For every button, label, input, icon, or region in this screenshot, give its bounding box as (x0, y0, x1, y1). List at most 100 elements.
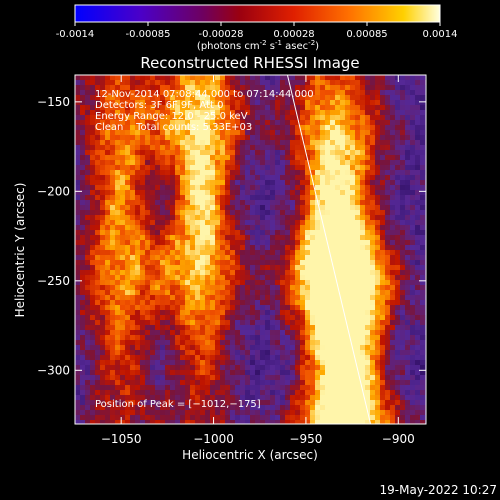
heatmap-cell (210, 170, 215, 175)
heatmap-cell (155, 350, 160, 355)
heatmap-cell (295, 245, 300, 250)
heatmap-cell (385, 195, 390, 200)
heatmap-cell (335, 240, 340, 245)
heatmap-cell (75, 285, 80, 290)
heatmap-cell (225, 105, 230, 110)
heatmap-cell (300, 330, 305, 335)
heatmap-cell (255, 295, 260, 300)
heatmap-cell (140, 370, 145, 375)
heatmap-cell (210, 335, 215, 340)
heatmap-cell (325, 95, 330, 100)
heatmap-cell (305, 160, 310, 165)
heatmap-cell (320, 160, 325, 165)
heatmap-cell (165, 220, 170, 225)
heatmap-cell (125, 110, 130, 115)
heatmap-cell (355, 285, 360, 290)
heatmap-cell (320, 180, 325, 185)
heatmap-cell (345, 180, 350, 185)
heatmap-cell (420, 230, 425, 235)
heatmap-cell (415, 110, 420, 115)
heatmap-cell (220, 95, 225, 100)
heatmap-cell (145, 395, 150, 400)
heatmap-cell (135, 140, 140, 145)
heatmap-cell (305, 110, 310, 115)
heatmap-cell (315, 340, 320, 345)
heatmap-cell (280, 95, 285, 100)
heatmap-cell (105, 245, 110, 250)
heatmap-cell (235, 125, 240, 130)
heatmap-cell (260, 80, 265, 85)
heatmap-cell (170, 120, 175, 125)
heatmap-cell (330, 365, 335, 370)
heatmap-cell (370, 270, 375, 275)
heatmap-cell (225, 360, 230, 365)
heatmap-cell (290, 350, 295, 355)
heatmap-cell (220, 140, 225, 145)
heatmap-cell (190, 175, 195, 180)
heatmap-cell (350, 170, 355, 175)
heatmap-cell (145, 235, 150, 240)
heatmap-cell (175, 350, 180, 355)
heatmap-cell (120, 395, 125, 400)
heatmap-cell (115, 420, 120, 424)
heatmap-cell (255, 400, 260, 405)
heatmap-cell (355, 105, 360, 110)
heatmap-cell (315, 345, 320, 350)
heatmap-cell (180, 80, 185, 85)
heatmap-cell (240, 320, 245, 325)
heatmap-cell (305, 240, 310, 245)
heatmap-cell (200, 270, 205, 275)
heatmap-cell (135, 90, 140, 95)
heatmap-cell (95, 240, 100, 245)
heatmap-cell (410, 325, 415, 330)
heatmap-cell (345, 320, 350, 325)
heatmap-cell (200, 175, 205, 180)
heatmap-cell (325, 180, 330, 185)
heatmap-cell (335, 205, 340, 210)
heatmap-cell (160, 205, 165, 210)
heatmap-cell (305, 90, 310, 95)
heatmap-cell (80, 265, 85, 270)
heatmap-cell (280, 375, 285, 380)
heatmap-cell (185, 180, 190, 185)
heatmap-cell (370, 290, 375, 295)
heatmap-cell (110, 420, 115, 424)
heatmap-cell (80, 270, 85, 275)
heatmap-cell (325, 400, 330, 405)
heatmap-cell (405, 105, 410, 110)
heatmap-cell (310, 195, 315, 200)
heatmap-cell (200, 170, 205, 175)
heatmap-cell (410, 395, 415, 400)
heatmap-cell (250, 175, 255, 180)
heatmap-cell (170, 150, 175, 155)
heatmap-cell (375, 235, 380, 240)
heatmap-cell (380, 405, 385, 410)
heatmap-cell (305, 255, 310, 260)
heatmap-cell (250, 390, 255, 395)
heatmap-cell (390, 205, 395, 210)
heatmap-cell (270, 295, 275, 300)
heatmap-cell (230, 220, 235, 225)
heatmap-cell (355, 400, 360, 405)
heatmap-cell (410, 95, 415, 100)
heatmap-cell (415, 315, 420, 320)
heatmap-cell (415, 120, 420, 125)
heatmap-cell (145, 320, 150, 325)
heatmap-cell (235, 155, 240, 160)
heatmap-cell (105, 140, 110, 145)
heatmap-cell (125, 170, 130, 175)
heatmap-cell (400, 270, 405, 275)
heatmap-cell (345, 105, 350, 110)
heatmap-cell (155, 390, 160, 395)
heatmap-cell (270, 380, 275, 385)
heatmap-cell (270, 240, 275, 245)
heatmap-cell (390, 290, 395, 295)
heatmap-cell (140, 310, 145, 315)
heatmap-cell (290, 410, 295, 415)
heatmap-cell (100, 235, 105, 240)
heatmap-cell (165, 330, 170, 335)
heatmap-cell (325, 330, 330, 335)
heatmap-cell (95, 180, 100, 185)
heatmap-cell (155, 110, 160, 115)
heatmap-cell (125, 315, 130, 320)
